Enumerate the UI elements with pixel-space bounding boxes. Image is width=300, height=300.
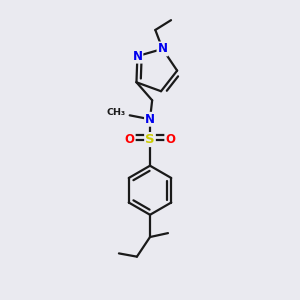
Text: CH₃: CH₃ — [107, 108, 126, 117]
Text: S: S — [145, 133, 155, 146]
Text: O: O — [165, 133, 175, 146]
Text: N: N — [132, 50, 142, 63]
Text: N: N — [145, 113, 155, 126]
Text: N: N — [158, 42, 167, 56]
Text: O: O — [125, 133, 135, 146]
